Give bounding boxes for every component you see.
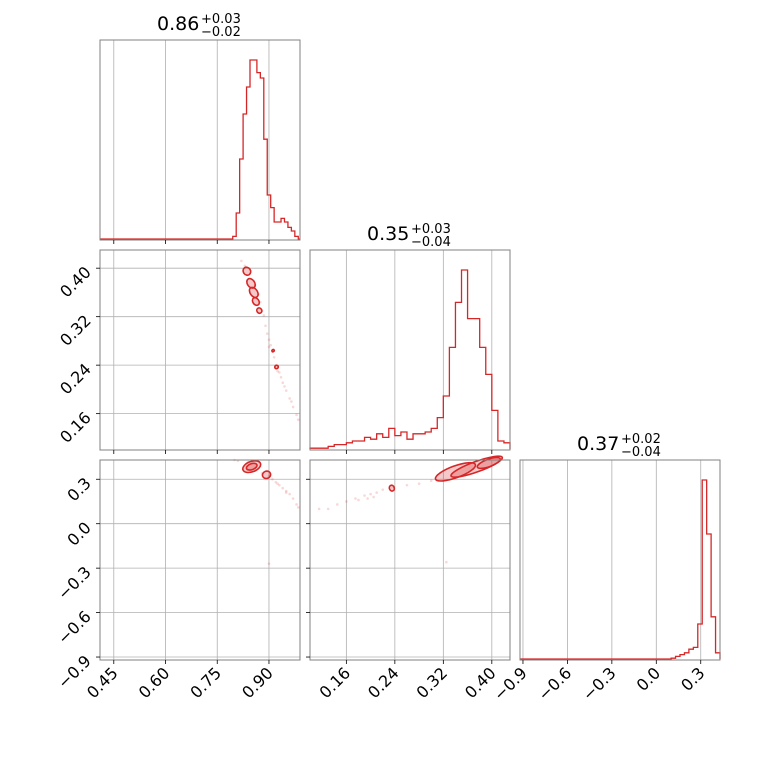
scatter-point — [345, 500, 348, 503]
scatter-point — [354, 497, 357, 500]
scatter-point — [281, 486, 285, 490]
scatter-point — [372, 495, 375, 499]
scatter-point — [291, 497, 295, 500]
scatter-point — [265, 332, 269, 335]
xtick-label-param-0: 0.60 — [135, 663, 174, 702]
scatter-point — [276, 369, 279, 373]
panel-frame — [309, 249, 511, 451]
title-param-2-main: 0.37 — [577, 433, 619, 455]
contour-level — [248, 286, 259, 299]
scatter-point — [243, 264, 247, 268]
title-param-2: 0.37 +0.02 −0.04 — [577, 432, 661, 460]
scatter-point — [326, 507, 330, 511]
title-param-1: 0.35 +0.03 −0.04 — [367, 222, 451, 250]
scatter-point — [445, 560, 448, 564]
scatter-point — [288, 492, 291, 496]
xtick-label-param-2: 0.3 — [677, 663, 708, 694]
scatter-point — [357, 498, 360, 502]
scatter-point — [296, 506, 300, 509]
scatter-point — [296, 418, 300, 421]
scatter-point — [278, 483, 281, 487]
title-param-1-plus: +0.03 — [411, 222, 451, 237]
xtick-label-param-2: −0.3 — [579, 663, 620, 704]
title-param-0-main: 0.86 — [157, 13, 199, 35]
scatter-point — [267, 338, 271, 341]
scatter-point — [317, 507, 321, 511]
histogram-param-0 — [100, 59, 300, 240]
title-param-0: 0.86 +0.03 −0.02 — [157, 12, 241, 40]
contour-level — [251, 296, 261, 307]
panel-frame — [519, 459, 721, 661]
scatter-point — [267, 562, 271, 566]
scatter-point — [429, 479, 433, 483]
scatter-point — [290, 400, 293, 403]
panel-frame — [309, 459, 511, 661]
scatter-point — [369, 492, 372, 496]
panel-frame — [99, 249, 301, 451]
xtick-label-param-0: 0.75 — [186, 663, 225, 702]
contour-level — [245, 462, 258, 471]
scatter-point — [279, 375, 283, 379]
scatter-point — [269, 343, 272, 347]
scatter-point — [295, 503, 298, 506]
scatter-point — [264, 324, 267, 328]
ytick-label-param-2: 0.0 — [63, 518, 94, 549]
scatter-point — [278, 371, 281, 374]
scatter-point — [240, 259, 243, 263]
histogram-param-1 — [309, 269, 511, 449]
histogram-param-2 — [520, 479, 721, 660]
scatter-point — [291, 405, 295, 409]
scatter-point — [284, 491, 288, 494]
contour-level — [271, 348, 276, 353]
contour-level — [261, 470, 272, 480]
scatter-point — [267, 345, 271, 349]
xtick-label-param-1: 0.24 — [364, 663, 403, 702]
title-param-2-minus: −0.04 — [621, 445, 661, 460]
scatter-point — [288, 397, 291, 400]
scatter-point — [363, 494, 366, 497]
ytick-label-param-2: −0.6 — [54, 607, 95, 648]
xtick-label-param-1: 0.32 — [413, 663, 452, 702]
xtick-label-param-2: −0.9 — [490, 663, 531, 704]
scatter-point — [381, 488, 385, 491]
contour-level — [388, 484, 396, 492]
ytick-label-param-1: 0.24 — [56, 360, 95, 399]
scatter-point — [375, 491, 378, 494]
scatter-point — [274, 480, 278, 484]
title-param-2-plus: +0.02 — [621, 432, 661, 447]
scatter-point — [283, 385, 286, 388]
contour-level — [255, 307, 263, 315]
scatter-point — [281, 381, 285, 385]
panel-frame — [99, 459, 301, 661]
scatter-point — [405, 483, 409, 487]
scatter-point — [262, 314, 266, 317]
panel-frame — [99, 39, 301, 241]
title-param-1-main: 0.35 — [367, 223, 409, 245]
scatter-point — [366, 497, 369, 500]
contour-level — [242, 266, 252, 276]
ytick-label-param-1: 0.40 — [56, 263, 95, 302]
title-param-0-plus: +0.03 — [201, 12, 241, 27]
scatter-point — [335, 503, 339, 506]
ytick-label-param-2: 0.3 — [63, 474, 94, 505]
contour-level — [273, 364, 280, 370]
xtick-label-param-2: −0.6 — [534, 663, 575, 704]
ytick-label-param-1: 0.32 — [56, 311, 95, 350]
scatter-point — [295, 413, 298, 417]
title-param-0-minus: −0.02 — [201, 25, 241, 40]
scatter-point — [284, 489, 288, 493]
scatter-point — [272, 355, 276, 359]
xtick-label-param-2: 0.0 — [633, 663, 664, 694]
scatter-point — [417, 482, 421, 486]
ytick-label-param-1: 0.16 — [56, 408, 95, 447]
scatter-point — [276, 482, 279, 486]
xtick-label-param-1: 0.16 — [316, 663, 355, 702]
scatter-point — [284, 389, 288, 392]
xtick-label-param-0: 0.90 — [238, 663, 277, 702]
scatter-point — [271, 477, 274, 481]
ytick-label-param-2: −0.3 — [54, 563, 95, 604]
title-param-1-minus: −0.04 — [411, 235, 451, 250]
